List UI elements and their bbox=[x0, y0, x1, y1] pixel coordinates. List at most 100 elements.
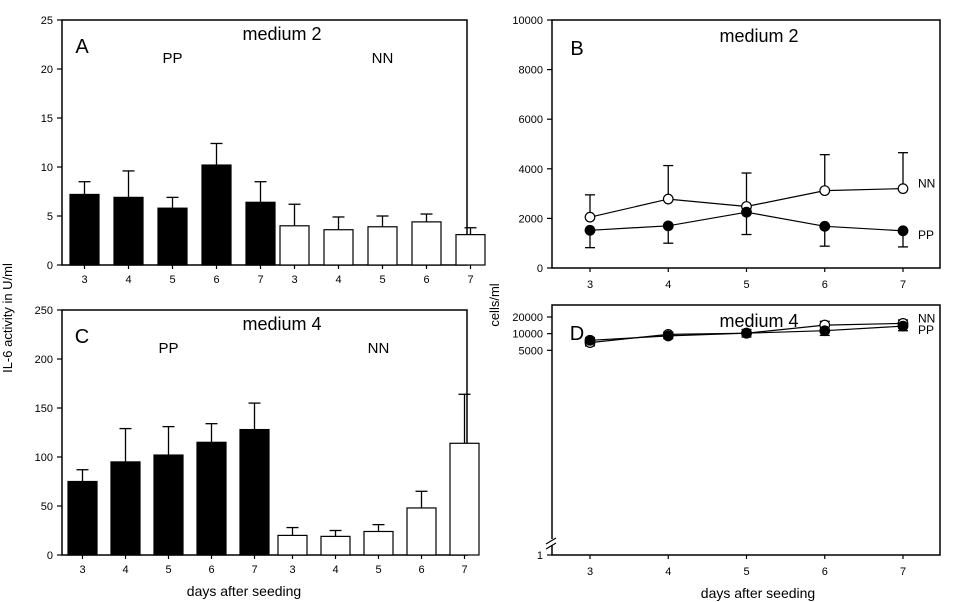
bar bbox=[201, 164, 232, 266]
y-tick-label: 4000 bbox=[519, 164, 543, 176]
panel-title: medium 2 bbox=[242, 24, 321, 44]
series-label: NN bbox=[918, 311, 935, 325]
x-tick-label: 4 bbox=[335, 274, 341, 286]
y-tick-label: 1 bbox=[537, 550, 543, 562]
x-tick-label: 7 bbox=[257, 274, 263, 286]
y-tick-label: 0 bbox=[537, 263, 543, 275]
x-tick-label: 7 bbox=[251, 564, 257, 576]
x-axis-label-left: days after seeding bbox=[187, 583, 301, 599]
panel-letter: D bbox=[570, 323, 584, 345]
y-tick-label: 20000 bbox=[512, 312, 543, 324]
bar bbox=[363, 530, 394, 556]
x-axis-label-right: days after seeding bbox=[701, 585, 815, 601]
x-tick-label: 3 bbox=[79, 564, 85, 576]
x-tick-label: 5 bbox=[375, 564, 381, 576]
group-label: PP bbox=[158, 340, 178, 357]
x-tick-label: 7 bbox=[461, 564, 467, 576]
bar bbox=[367, 226, 398, 266]
y-tick-label: 50 bbox=[41, 501, 53, 513]
data-point bbox=[584, 224, 596, 236]
bar bbox=[455, 234, 486, 266]
data-point bbox=[584, 211, 596, 223]
y-tick-label: 200 bbox=[35, 354, 53, 366]
y-tick-label: 2000 bbox=[519, 213, 543, 225]
y-tick-label: 100 bbox=[35, 452, 53, 464]
x-tick-label: 4 bbox=[125, 274, 131, 286]
x-tick-label: 5 bbox=[379, 274, 385, 286]
bar bbox=[153, 454, 184, 556]
bar bbox=[157, 207, 188, 266]
x-tick-label: 6 bbox=[423, 274, 429, 286]
data-point bbox=[819, 220, 831, 232]
x-tick-label: 7 bbox=[467, 274, 473, 286]
series-label: NN bbox=[918, 177, 935, 191]
data-point bbox=[741, 206, 752, 218]
bar bbox=[110, 461, 141, 556]
x-tick-label: 6 bbox=[208, 564, 214, 576]
x-tick-label: 5 bbox=[165, 564, 171, 576]
y-tick-label: 5 bbox=[47, 211, 53, 223]
data-point bbox=[741, 327, 752, 339]
axis-break-mark bbox=[545, 542, 557, 550]
x-tick-label: 4 bbox=[665, 566, 671, 578]
y-tick-label: 10 bbox=[41, 162, 53, 174]
data-point bbox=[819, 185, 831, 197]
data-point bbox=[819, 325, 831, 337]
x-tick-label: 5 bbox=[743, 566, 749, 578]
data-point bbox=[584, 334, 596, 346]
x-tick-label: 7 bbox=[900, 566, 906, 578]
y-tick-label: 20 bbox=[41, 64, 53, 76]
bar bbox=[406, 507, 437, 556]
bar bbox=[320, 535, 351, 556]
y-tick-label: 0 bbox=[47, 260, 53, 272]
x-tick-label: 7 bbox=[900, 279, 906, 291]
y-tick-label: 6000 bbox=[519, 114, 543, 126]
x-tick-label: 6 bbox=[213, 274, 219, 286]
y-tick-label: 8000 bbox=[519, 65, 543, 77]
bar bbox=[67, 480, 98, 556]
panel-title: medium 4 bbox=[719, 311, 798, 331]
series-label: PP bbox=[918, 228, 934, 242]
x-tick-label: 3 bbox=[291, 274, 297, 286]
panel-letter: A bbox=[75, 36, 89, 58]
plot-frame bbox=[551, 304, 941, 556]
data-point bbox=[662, 330, 674, 342]
bar bbox=[113, 196, 144, 266]
x-tick-label: 3 bbox=[587, 566, 593, 578]
x-tick-label: 4 bbox=[665, 279, 671, 291]
x-tick-label: 4 bbox=[332, 564, 338, 576]
data-point bbox=[897, 320, 909, 332]
axis-break-gap bbox=[548, 539, 556, 545]
x-tick-label: 6 bbox=[822, 566, 828, 578]
panel-title: medium 4 bbox=[242, 314, 321, 334]
panel-letter: C bbox=[75, 326, 89, 348]
panel-letter: B bbox=[570, 38, 583, 60]
data-point bbox=[662, 193, 674, 205]
panel-title: medium 2 bbox=[719, 26, 798, 46]
x-tick-label: 6 bbox=[822, 279, 828, 291]
data-point bbox=[662, 220, 674, 232]
y-axis-label-cells: cells/ml bbox=[487, 283, 502, 326]
bar bbox=[245, 201, 276, 266]
y-tick-label: 0 bbox=[47, 550, 53, 562]
x-tick-label: 3 bbox=[289, 564, 295, 576]
y-tick-label: 150 bbox=[35, 403, 53, 415]
bar bbox=[449, 442, 480, 556]
y-tick-label: 250 bbox=[35, 305, 53, 317]
bar bbox=[323, 229, 354, 266]
data-point bbox=[897, 183, 909, 195]
bar bbox=[279, 225, 310, 266]
y-tick-label: 10000 bbox=[512, 15, 543, 27]
x-tick-label: 3 bbox=[81, 274, 87, 286]
y-tick-label: 10000 bbox=[512, 329, 543, 341]
x-tick-label: 5 bbox=[169, 274, 175, 286]
bar bbox=[277, 534, 308, 556]
bar bbox=[239, 428, 270, 556]
bar bbox=[69, 193, 100, 266]
y-axis-label-il6: IL-6 activity in U/ml bbox=[0, 263, 15, 373]
